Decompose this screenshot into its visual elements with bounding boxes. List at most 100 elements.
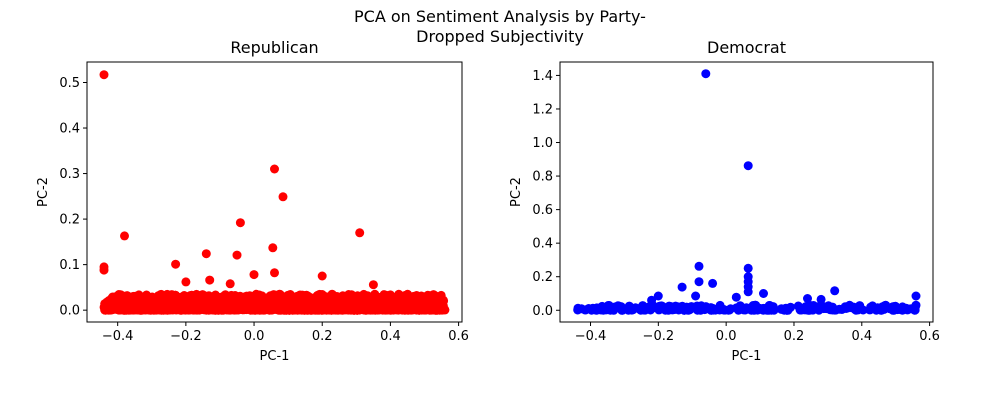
y-tick-label: 1.4 <box>532 69 553 84</box>
data-point <box>278 192 288 202</box>
data-point <box>320 302 330 312</box>
data-point <box>694 277 704 287</box>
data-point <box>415 292 425 302</box>
data-point <box>610 302 620 312</box>
data-point <box>355 228 365 238</box>
data-point <box>252 291 262 301</box>
data-point <box>315 296 324 306</box>
data-point <box>403 301 413 311</box>
x-tick-label: 0.0 <box>244 329 265 344</box>
data-point <box>263 295 273 305</box>
data-point <box>803 294 812 303</box>
figure-title-line-1: PCA on Sentiment Analysis by Party- <box>354 7 646 26</box>
data-point <box>911 291 921 301</box>
x-tick-label: −0.4 <box>575 329 607 344</box>
x-tick-label: −0.2 <box>170 329 202 344</box>
data-point <box>205 275 215 285</box>
data-point <box>249 270 259 280</box>
data-point <box>694 261 704 271</box>
data-point <box>701 69 711 79</box>
data-point <box>290 305 299 315</box>
x-tick-label: 0.2 <box>312 329 333 344</box>
data-point <box>797 305 807 315</box>
data-point <box>120 231 129 241</box>
data-point <box>235 218 245 228</box>
data-point <box>603 301 613 310</box>
data-point <box>134 304 144 314</box>
data-point <box>303 293 313 303</box>
data-point <box>219 302 229 312</box>
y-tick-label: 0.0 <box>59 304 80 319</box>
chart-democrat: −0.4 −0.2 0.0 0.2 0.4 0.6 0.0 0.2 0.4 0.6 0.8 1.0 1.… <box>509 38 940 364</box>
plot-frame <box>559 61 934 323</box>
data-point <box>270 268 279 278</box>
y-tick-label: 1.0 <box>532 136 553 151</box>
data-point <box>289 297 299 307</box>
data-point <box>381 299 391 309</box>
y-tick-label: 1.2 <box>532 102 553 117</box>
chart-title: Republican <box>230 38 318 57</box>
x-tick-label: 0.2 <box>784 329 805 344</box>
data-point <box>644 302 654 312</box>
y-tick-label: 0.3 <box>59 167 80 182</box>
data-point <box>423 301 433 311</box>
data-point <box>653 291 663 301</box>
data-point <box>870 304 880 314</box>
data-point <box>731 303 741 313</box>
data-point <box>830 305 840 315</box>
x-tick-label: 0.6 <box>919 329 940 344</box>
data-point <box>743 263 753 273</box>
data-point <box>696 301 706 311</box>
data-point <box>850 305 860 315</box>
data-point <box>344 304 354 314</box>
data-point <box>743 161 753 171</box>
data-point <box>422 294 432 304</box>
data-point <box>624 301 634 311</box>
data-point <box>196 291 206 301</box>
data-point <box>587 305 597 315</box>
data-point <box>685 305 695 315</box>
data-point <box>153 291 163 301</box>
data-point <box>878 302 887 312</box>
data-point <box>712 304 721 314</box>
data-point <box>274 305 284 315</box>
data-point <box>171 305 181 315</box>
data-point <box>130 291 140 301</box>
data-point <box>226 293 236 303</box>
data-point <box>99 265 109 275</box>
data-point <box>895 305 905 314</box>
data-point <box>768 302 778 312</box>
data-point <box>213 295 223 305</box>
data-point <box>759 304 769 313</box>
data-point <box>245 291 255 301</box>
data-point <box>99 70 109 80</box>
data-point <box>647 295 657 305</box>
data-point <box>232 250 242 260</box>
data-point <box>171 259 181 269</box>
x-tick-label: 0.4 <box>851 329 872 344</box>
data-point <box>708 278 718 288</box>
y-tick-label: 0.0 <box>532 304 553 319</box>
data-points <box>573 69 921 315</box>
data-point <box>389 304 399 314</box>
data-point <box>440 305 450 315</box>
x-tick-label: −0.4 <box>102 329 134 344</box>
data-point <box>888 305 898 315</box>
data-point <box>779 305 789 314</box>
data-point <box>317 271 327 281</box>
data-point <box>355 292 365 301</box>
y-tick-label: 0.8 <box>532 170 553 185</box>
data-point <box>719 304 729 314</box>
data-point <box>201 249 211 259</box>
data-point <box>691 291 701 301</box>
data-point <box>237 305 247 315</box>
data-point <box>270 164 279 174</box>
data-point <box>150 303 160 313</box>
data-point <box>740 305 750 315</box>
data-point <box>181 296 191 306</box>
data-point <box>411 305 421 315</box>
data-point <box>805 305 815 315</box>
y-tick-label: 0.4 <box>532 237 553 252</box>
data-point <box>192 300 202 310</box>
